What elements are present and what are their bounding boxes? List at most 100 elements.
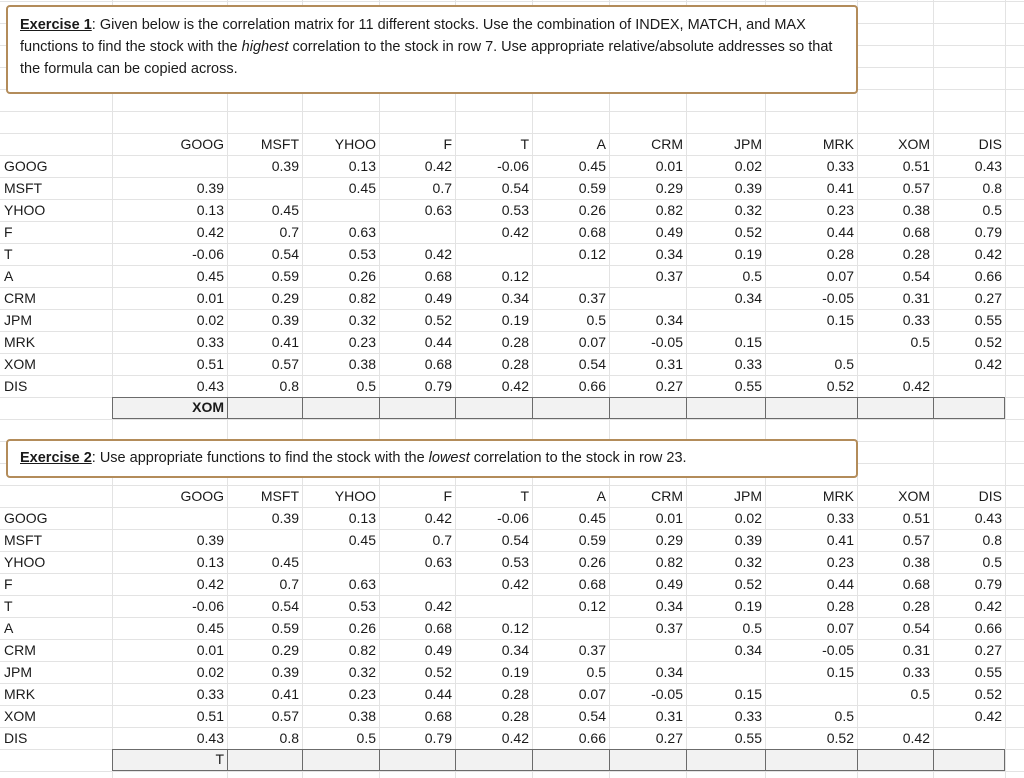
table-cell[interactable]: 0.23 xyxy=(348,686,376,702)
table-cell[interactable] xyxy=(765,331,857,353)
table-cell[interactable]: 0.32 xyxy=(348,312,376,328)
column-header[interactable]: T xyxy=(520,136,529,152)
table-cell[interactable]: 0.23 xyxy=(348,334,376,350)
table-cell[interactable]: 0.33 xyxy=(902,664,930,680)
table-cell[interactable]: 0.27 xyxy=(655,730,683,746)
table-cell[interactable] xyxy=(609,639,686,661)
table-cell[interactable] xyxy=(765,683,857,705)
table-cell[interactable]: 0.7 xyxy=(279,576,299,592)
table-cell[interactable]: 0.19 xyxy=(501,664,529,680)
table-cell[interactable]: 0.42 xyxy=(196,224,224,240)
table-cell[interactable]: 0.31 xyxy=(902,642,930,658)
table-cell[interactable]: 0.39 xyxy=(196,180,224,196)
column-header[interactable]: GOOG xyxy=(180,488,224,504)
table-cell[interactable] xyxy=(302,199,379,221)
table-cell[interactable]: 0.39 xyxy=(271,158,299,174)
table-cell[interactable]: 0.13 xyxy=(196,554,224,570)
table-cell[interactable]: 0.51 xyxy=(196,356,224,372)
table-cell[interactable]: 0.79 xyxy=(974,576,1002,592)
table-cell[interactable]: 0.42 xyxy=(501,224,529,240)
table-cell[interactable] xyxy=(933,727,1005,749)
row-label[interactable]: T xyxy=(4,246,13,262)
table-cell[interactable]: 0.34 xyxy=(655,664,683,680)
table-cell[interactable]: 0.42 xyxy=(501,378,529,394)
column-header[interactable]: MRK xyxy=(822,136,854,152)
table-cell[interactable]: 0.01 xyxy=(196,290,224,306)
row-label[interactable]: XOM xyxy=(4,356,36,372)
answer-cell[interactable]: T xyxy=(215,751,224,767)
table-cell[interactable]: 0.52 xyxy=(826,378,854,394)
table-cell[interactable]: 0.68 xyxy=(902,224,930,240)
table-cell[interactable]: -0.05 xyxy=(822,290,854,306)
table-cell[interactable]: 0.42 xyxy=(501,576,529,592)
table-cell[interactable]: 0.45 xyxy=(348,180,376,196)
table-cell[interactable]: 0.38 xyxy=(348,356,376,372)
table-cell[interactable]: 0.53 xyxy=(348,598,376,614)
table-cell[interactable]: 0.82 xyxy=(655,554,683,570)
table-cell[interactable] xyxy=(379,221,455,243)
table-cell[interactable]: 0.79 xyxy=(974,224,1002,240)
table-cell[interactable]: 0.15 xyxy=(826,312,854,328)
table-cell[interactable]: 0.45 xyxy=(196,268,224,284)
table-cell[interactable] xyxy=(686,661,765,683)
table-cell[interactable]: 0.7 xyxy=(432,180,452,196)
table-cell[interactable]: 0.26 xyxy=(578,202,606,218)
table-cell[interactable]: 0.5 xyxy=(982,202,1002,218)
table-cell[interactable]: -0.06 xyxy=(192,598,224,614)
table-cell[interactable]: 0.68 xyxy=(424,356,452,372)
table-cell[interactable]: 0.02 xyxy=(196,664,224,680)
table-cell[interactable]: 0.68 xyxy=(578,576,606,592)
table-cell[interactable]: 0.51 xyxy=(196,708,224,724)
table-cell[interactable]: 0.23 xyxy=(826,202,854,218)
table-cell[interactable] xyxy=(857,353,933,375)
table-cell[interactable]: 0.41 xyxy=(826,532,854,548)
table-cell[interactable]: 0.42 xyxy=(196,576,224,592)
table-cell[interactable]: 0.32 xyxy=(348,664,376,680)
table-cell[interactable] xyxy=(686,309,765,331)
table-cell[interactable]: 0.68 xyxy=(424,708,452,724)
table-cell[interactable]: 0.52 xyxy=(974,334,1002,350)
table-cell[interactable]: 0.41 xyxy=(271,686,299,702)
table-cell[interactable]: 0.15 xyxy=(734,686,762,702)
table-cell[interactable]: 0.31 xyxy=(655,356,683,372)
table-cell[interactable]: 0.34 xyxy=(655,246,683,262)
table-cell[interactable]: 0.19 xyxy=(734,246,762,262)
table-cell[interactable]: 0.53 xyxy=(348,246,376,262)
table-cell[interactable]: 0.54 xyxy=(501,180,529,196)
table-cell[interactable]: 0.51 xyxy=(902,510,930,526)
column-header[interactable]: MSFT xyxy=(260,136,299,152)
table-cell[interactable]: 0.39 xyxy=(271,312,299,328)
table-cell[interactable]: 0.42 xyxy=(902,730,930,746)
table-cell[interactable]: -0.06 xyxy=(497,158,529,174)
table-cell[interactable]: 0.28 xyxy=(501,708,529,724)
row-label[interactable]: CRM xyxy=(4,642,36,658)
table-cell[interactable]: 0.57 xyxy=(902,532,930,548)
table-cell[interactable]: 0.42 xyxy=(974,708,1002,724)
table-cell[interactable]: 0.59 xyxy=(271,268,299,284)
table-cell[interactable]: 0.41 xyxy=(826,180,854,196)
table-cell[interactable]: 0.13 xyxy=(348,510,376,526)
column-header[interactable]: CRM xyxy=(651,136,683,152)
table-cell[interactable]: 0.52 xyxy=(424,312,452,328)
table-cell[interactable]: 0.38 xyxy=(902,554,930,570)
table-cell[interactable]: 0.43 xyxy=(974,510,1002,526)
table-cell[interactable]: 0.28 xyxy=(501,356,529,372)
table-cell[interactable]: 0.63 xyxy=(424,202,452,218)
table-cell[interactable] xyxy=(455,243,532,265)
row-label[interactable]: YHOO xyxy=(4,554,46,570)
table-cell[interactable] xyxy=(609,287,686,309)
table-cell[interactable]: 0.28 xyxy=(501,334,529,350)
table-cell[interactable]: 0.29 xyxy=(655,180,683,196)
table-cell[interactable]: 0.33 xyxy=(902,312,930,328)
table-cell[interactable]: 0.39 xyxy=(271,510,299,526)
table-cell[interactable]: 0.59 xyxy=(578,180,606,196)
table-cell[interactable]: 0.55 xyxy=(974,664,1002,680)
table-cell[interactable]: 0.53 xyxy=(501,202,529,218)
table-cell[interactable]: 0.42 xyxy=(974,356,1002,372)
table-cell[interactable]: 0.26 xyxy=(578,554,606,570)
table-cell[interactable]: 0.5 xyxy=(910,334,930,350)
table-cell[interactable]: 0.52 xyxy=(734,224,762,240)
table-cell[interactable]: 0.8 xyxy=(279,730,299,746)
table-cell[interactable]: 0.5 xyxy=(742,620,762,636)
table-cell[interactable]: 0.45 xyxy=(271,202,299,218)
